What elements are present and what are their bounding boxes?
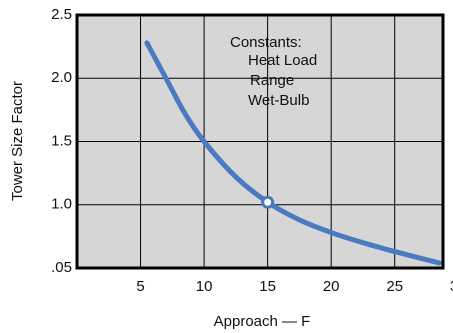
x-tick-label: 25: [386, 278, 403, 295]
grid: [77, 15, 443, 268]
plot-frame: [75, 13, 445, 270]
y-axis-label: Tower Size Factor: [9, 81, 26, 201]
highlight-point: [261, 195, 275, 209]
x-tick-label: 15: [259, 278, 276, 295]
x-axis-label: Approach — F: [214, 313, 311, 330]
y-tick-label: 2.5: [51, 6, 72, 23]
x-tick-label: 20: [323, 278, 340, 295]
y-tick-label: 1.5: [51, 132, 72, 149]
annotation: Constants:: [230, 34, 302, 51]
marks: [144, 40, 442, 266]
x-tick-label: 30: [450, 278, 453, 295]
x-tick-label: 5: [136, 278, 144, 295]
annotation: Heat Load: [248, 52, 317, 69]
y-tick-label: .05: [51, 259, 72, 276]
annotation: Wet-Bulb: [248, 92, 309, 109]
x-tick-label: 10: [196, 278, 213, 295]
y-tick-label: 1.0: [51, 196, 72, 213]
y-tick-label: 2.0: [51, 69, 72, 86]
annotation: Range: [250, 72, 294, 89]
